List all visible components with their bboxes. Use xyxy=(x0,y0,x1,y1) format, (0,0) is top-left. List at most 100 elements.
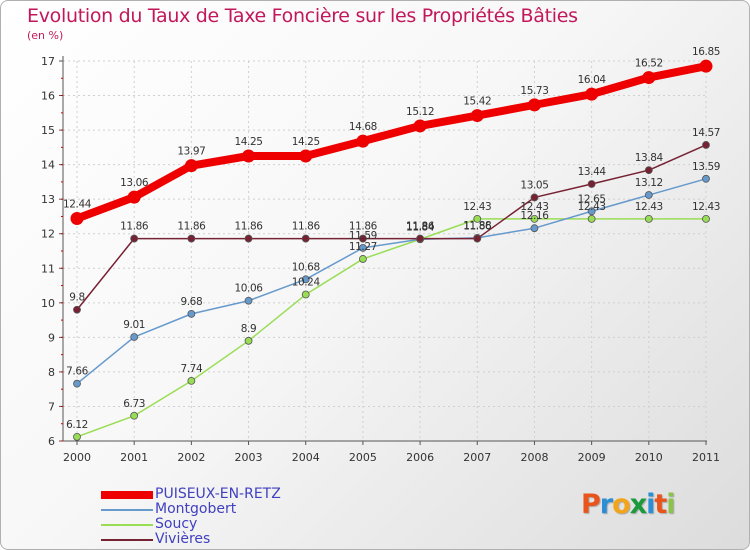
data-label: 16.04 xyxy=(578,74,607,86)
legend-swatch xyxy=(101,539,153,541)
logo-letter: i xyxy=(666,489,675,520)
data-label: 15.42 xyxy=(463,96,491,108)
data-label: 15.73 xyxy=(520,85,548,97)
data-label: 11.27 xyxy=(349,241,377,253)
data-point xyxy=(473,234,482,243)
y-tick-label: 10 xyxy=(41,297,55,310)
data-point xyxy=(702,141,710,149)
y-tick-label: 17 xyxy=(41,55,55,68)
x-tick-label: 2011 xyxy=(692,451,720,464)
data-point xyxy=(473,214,482,223)
data-label: 12.44 xyxy=(63,199,92,211)
data-label: 10.68 xyxy=(292,261,320,273)
data-point xyxy=(527,98,541,112)
chart-title: Evolution du Taux de Taxe Foncière sur l… xyxy=(27,5,578,27)
data-label: 13.59 xyxy=(692,161,720,173)
data-label: 9.8 xyxy=(69,292,85,304)
data-label: 11.86 xyxy=(349,221,378,233)
data-label: 7.66 xyxy=(66,366,88,378)
data-point xyxy=(416,234,424,243)
data-label: 12.43 xyxy=(463,201,491,213)
data-label: 15.12 xyxy=(406,106,434,118)
data-point xyxy=(359,255,367,263)
data-label: 8.9 xyxy=(241,323,257,335)
data-point xyxy=(356,134,370,148)
data-point xyxy=(187,234,196,243)
x-tick-label: 2008 xyxy=(520,451,548,464)
data-label: 11.84 xyxy=(406,221,435,233)
x-tick-label: 2003 xyxy=(235,451,263,464)
x-tick-label: 2006 xyxy=(406,451,434,464)
data-label: 13.84 xyxy=(635,152,664,164)
legend-label: Vivières xyxy=(155,531,211,547)
x-tick-label: 2005 xyxy=(349,451,377,464)
data-label: 12.43 xyxy=(692,201,720,213)
logo-letter: r xyxy=(599,489,613,520)
data-label: 13.12 xyxy=(635,177,663,189)
legend-swatch xyxy=(101,509,153,511)
data-label: 11.59 xyxy=(349,230,377,242)
data-point xyxy=(702,174,710,183)
data-point xyxy=(301,234,310,243)
data-point xyxy=(73,432,81,441)
data-label: 12.43 xyxy=(635,201,663,213)
data-label: 14.25 xyxy=(235,136,263,148)
x-tick-label: 2000 xyxy=(63,451,91,464)
data-label: 6.12 xyxy=(66,419,88,431)
data-point xyxy=(244,336,253,345)
x-tick-label: 2009 xyxy=(578,451,606,464)
data-point xyxy=(470,109,484,123)
data-label: 12.65 xyxy=(578,193,606,205)
x-tick-label: 2004 xyxy=(292,451,320,464)
logo-letter: o xyxy=(612,489,631,520)
data-point xyxy=(70,212,84,226)
x-tick-label: 2001 xyxy=(120,451,148,464)
y-tick-label: 12 xyxy=(41,228,55,241)
data-point xyxy=(184,159,198,173)
data-label: 14.25 xyxy=(292,136,320,148)
data-point xyxy=(644,191,653,199)
data-label: 11.86 xyxy=(235,221,264,233)
data-point xyxy=(587,207,596,216)
data-point xyxy=(642,71,656,85)
data-label: 12.43 xyxy=(578,201,606,213)
data-label: 10.24 xyxy=(292,277,321,289)
data-point xyxy=(242,149,256,163)
y-tick-label: 14 xyxy=(41,159,55,172)
data-label: 11.84 xyxy=(406,221,435,233)
y-tick-label: 6 xyxy=(48,435,55,448)
y-tick-label: 8 xyxy=(48,366,55,379)
data-point xyxy=(530,193,539,202)
data-label: 11.86 xyxy=(177,221,206,233)
data-point xyxy=(130,234,139,243)
series-line-puiseux-en-retz xyxy=(73,62,710,223)
data-point xyxy=(130,411,139,420)
data-point xyxy=(244,234,253,243)
legend-swatch xyxy=(101,491,153,499)
chart-subtitle: (en %) xyxy=(27,29,64,42)
data-label: 12.16 xyxy=(520,210,549,222)
legend-label: Montgobert xyxy=(155,501,237,517)
data-label: 6.73 xyxy=(123,398,145,410)
logo-letter: t xyxy=(654,489,667,520)
y-tick-label: 13 xyxy=(41,193,55,206)
data-label: 11.86 xyxy=(292,221,321,233)
data-label: 16.85 xyxy=(692,46,720,58)
data-point xyxy=(244,296,253,305)
data-label: 11.88 xyxy=(463,220,491,232)
data-label: 11.86 xyxy=(463,221,492,233)
y-tick-label: 15 xyxy=(41,124,55,137)
data-point xyxy=(587,214,596,223)
data-label: 9.68 xyxy=(180,296,202,308)
series-line-montgobert xyxy=(76,178,707,385)
data-label: 9.01 xyxy=(123,319,145,331)
proxiti-logo: Proxiti xyxy=(581,489,676,520)
y-tick-label: 11 xyxy=(41,262,55,275)
logo-letter: P xyxy=(581,489,601,520)
y-tick-label: 16 xyxy=(41,90,55,103)
data-label: 11.86 xyxy=(406,221,435,233)
data-label: 10.06 xyxy=(235,283,264,295)
data-label: 7.74 xyxy=(180,363,202,375)
